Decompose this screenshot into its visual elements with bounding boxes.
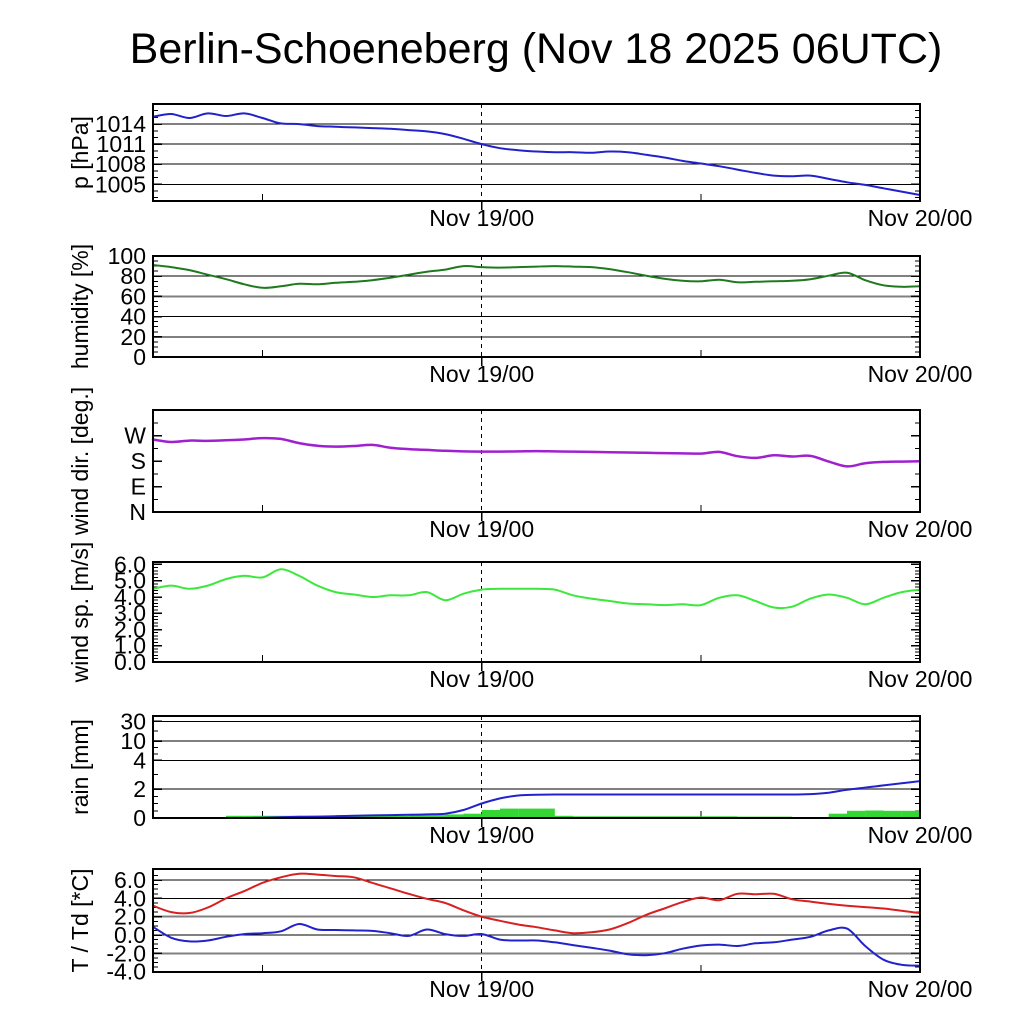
y-tick-label: 20 — [120, 324, 146, 350]
chart-title: Berlin-Schoeneberg (Nov 18 2025 06UTC) — [130, 25, 943, 73]
rain-hourly-bar — [500, 808, 519, 818]
y-tick-label: 0 — [133, 805, 146, 831]
x-day-label: Nov 20/00 — [868, 205, 973, 231]
rain-hourly-bar — [536, 808, 555, 818]
y-axis-label: p [hPa] — [67, 116, 93, 189]
y-tick-label: 3.0 — [114, 600, 146, 626]
y-tick-label: 100 — [108, 243, 146, 269]
y-tick-label: -4.0 — [106, 959, 146, 985]
wind-speed-line — [152, 568, 921, 610]
rain-hourly-bar — [408, 815, 427, 818]
y-tick-label: 4.0 — [114, 584, 146, 610]
y-axis-label: humidity [%] — [67, 244, 93, 369]
y-tick-label: 2.0 — [114, 617, 146, 643]
rain-hourly-bar — [865, 810, 884, 818]
y-tick-label: 6.0 — [114, 551, 146, 577]
y-tick-label: 2.0 — [114, 904, 146, 930]
y-tick-label: 1011 — [97, 131, 146, 157]
panel-frame — [152, 255, 921, 358]
y-tick-label: 6.0 — [114, 867, 146, 893]
x-day-label: Nov 20/00 — [868, 822, 973, 848]
rain-hourly-bar — [901, 810, 920, 818]
y-axis-label: T / Td [*C] — [67, 869, 93, 973]
x-day-label: Nov 20/00 — [868, 666, 973, 692]
y-axis-label: wind dir. [deg.] — [67, 387, 93, 536]
x-day-label: Nov 19/00 — [429, 666, 534, 692]
rain-hourly-bar — [828, 813, 847, 818]
rain-hourly-bar — [353, 815, 373, 818]
x-day-label: Nov 19/00 — [429, 516, 534, 542]
y-tick-label: E — [131, 474, 146, 500]
wind-direction-line — [151, 436, 922, 468]
y-tick-label: 1008 — [95, 151, 146, 177]
rain-hourly-bar — [847, 810, 866, 818]
y-tick-label: 4.0 — [114, 885, 146, 911]
panel-wind_speed: 0.01.02.03.04.05.06.0 wind sp. [m/s] Nov 1… — [67, 542, 972, 692]
y-tick-label: 40 — [120, 304, 146, 330]
rain-hourly-bar — [463, 813, 482, 818]
y-tick-label: -2.0 — [106, 940, 146, 966]
rain-hourly-bar — [518, 808, 537, 818]
y-axis-label: rain [mm] — [67, 719, 93, 815]
y-tick-label: 10 — [120, 728, 146, 754]
temperature-line — [152, 872, 921, 935]
panel-frame — [152, 868, 921, 973]
x-day-label: Nov 20/00 — [868, 361, 973, 387]
y-tick-label: 1014 — [95, 111, 146, 137]
pressure-line — [152, 112, 921, 196]
panel-frame — [152, 715, 921, 819]
panel-frame — [152, 561, 921, 663]
x-day-label: Nov 20/00 — [868, 516, 973, 542]
rain-hourly-bar — [390, 815, 409, 818]
y-tick-label: S — [131, 448, 146, 474]
y-tick-label: 60 — [120, 283, 146, 309]
x-day-label: Nov 19/00 — [429, 205, 534, 231]
y-tick-label: 1.0 — [114, 633, 146, 659]
y-tick-label: 0 — [133, 344, 146, 370]
rain-hourly-bar — [372, 815, 391, 818]
y-tick-label: 1005 — [95, 171, 146, 197]
x-day-label: Nov 19/00 — [429, 361, 534, 387]
dewpoint-line — [152, 923, 921, 967]
y-tick-label: 2 — [133, 776, 146, 802]
x-day-label: Nov 19/00 — [429, 976, 534, 1002]
rain-hourly-bar — [481, 810, 500, 818]
rain-hourly-bar — [226, 815, 245, 818]
rain-hourly-bar — [883, 810, 902, 818]
panel-frame — [152, 103, 921, 202]
y-tick-label: 0.0 — [114, 922, 146, 948]
y-tick-label: 0.0 — [114, 649, 146, 675]
y-tick-label: 80 — [120, 263, 146, 289]
x-day-label: Nov 20/00 — [868, 976, 973, 1002]
y-axis-label: wind sp. [m/s] — [67, 542, 93, 684]
rain-hourly-bar — [426, 815, 446, 818]
y-tick-label: N — [129, 499, 146, 525]
y-tick-label: 30 — [120, 708, 146, 734]
humidity-line — [152, 264, 921, 289]
y-tick-label: 5.0 — [114, 568, 146, 594]
x-day-label: Nov 19/00 — [429, 822, 534, 848]
panel-frame — [152, 409, 921, 513]
y-tick-label: W — [124, 423, 146, 449]
y-tick-label: 4 — [133, 747, 146, 773]
panel-temperature: -4.0-2.00.02.04.06.0 T / Td [*C] Nov 19/00… — [67, 867, 972, 1002]
rain-hourly-bar — [554, 815, 574, 818]
rain-hourly-bar — [445, 814, 464, 818]
